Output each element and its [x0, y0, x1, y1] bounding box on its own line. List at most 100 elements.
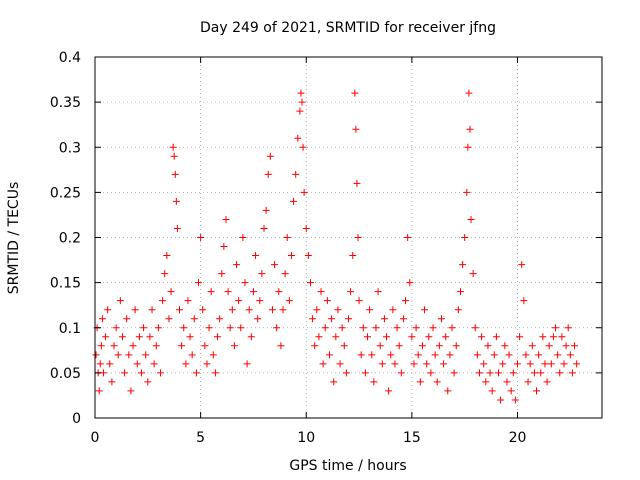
data-point [121, 369, 129, 377]
data-point [298, 98, 306, 106]
data-point [218, 270, 226, 278]
data-point [526, 360, 534, 368]
data-point [466, 125, 474, 133]
data-point [357, 351, 365, 359]
data-point [233, 261, 241, 269]
data-point [511, 396, 519, 404]
data-point [338, 324, 346, 332]
data-point [454, 306, 462, 314]
data-point [169, 143, 177, 151]
data-point [366, 306, 374, 314]
data-point [299, 143, 307, 151]
x-tick-label: 15 [403, 430, 421, 446]
data-point [203, 360, 211, 368]
data-point [311, 342, 319, 350]
data-point [387, 351, 395, 359]
data-point [205, 324, 213, 332]
data-point [560, 360, 568, 368]
data-point [220, 243, 228, 251]
x-tick-label: 10 [297, 430, 315, 446]
data-point [123, 315, 131, 323]
data-point [297, 89, 305, 97]
data-point [345, 315, 352, 323]
data-point [516, 333, 524, 341]
data-point [142, 351, 150, 359]
data-point [530, 369, 538, 377]
data-point [247, 333, 255, 341]
data-point [427, 369, 435, 377]
data-point [482, 378, 490, 386]
data-point [404, 234, 412, 241]
data-point [306, 279, 314, 287]
data-point [459, 261, 467, 269]
data-point [406, 279, 414, 287]
data-point [161, 270, 169, 278]
data-point [342, 369, 350, 377]
data-point [116, 297, 124, 305]
data-point [190, 315, 198, 323]
data-point [549, 333, 557, 341]
data-point [421, 306, 429, 314]
data-point [159, 297, 167, 305]
data-point [328, 315, 336, 323]
data-point [535, 351, 543, 359]
data-point [391, 360, 399, 368]
data-point [446, 351, 454, 359]
data-point [408, 333, 416, 341]
data-points [92, 89, 581, 404]
data-point [448, 324, 456, 332]
data-point [192, 369, 200, 377]
data-point [207, 288, 215, 296]
data-point [435, 342, 443, 350]
data-point [558, 333, 566, 341]
data-point [321, 324, 329, 332]
x-tick-label: 20 [509, 430, 527, 446]
data-point [423, 360, 431, 368]
data-point [539, 333, 547, 341]
data-point [309, 315, 317, 323]
data-point [110, 342, 118, 350]
data-point [239, 234, 247, 241]
data-point [156, 369, 164, 377]
data-point [571, 342, 579, 350]
data-point [383, 333, 391, 341]
data-point [176, 306, 183, 314]
data-point [235, 297, 243, 305]
data-point [271, 261, 279, 269]
y-tick-label: 0.05 [50, 366, 81, 382]
data-point [131, 306, 139, 314]
data-point [317, 288, 325, 296]
data-point [499, 360, 507, 368]
data-point [125, 351, 133, 359]
data-point [332, 333, 340, 341]
y-tick-label: 0.2 [59, 231, 81, 247]
data-point [554, 351, 562, 359]
data-point [541, 360, 549, 368]
data-point [315, 333, 323, 341]
data-point [300, 188, 308, 196]
y-axis-label: SRMTID / TECUs [6, 182, 22, 295]
data-point [533, 387, 541, 395]
data-point [114, 351, 122, 359]
data-point [522, 351, 530, 359]
data-point [475, 369, 483, 377]
data-point [184, 297, 192, 305]
x-axis-label: GPS time / hours [289, 458, 406, 474]
data-point [199, 306, 207, 314]
data-point [429, 324, 437, 332]
chart-title: Day 249 of 2021, SRMTID for receiver jfn… [200, 20, 496, 36]
data-point [368, 351, 376, 359]
data-point [268, 306, 276, 314]
data-point [241, 279, 249, 287]
data-point [444, 387, 452, 395]
data-point [245, 306, 253, 314]
data-point [370, 378, 378, 386]
data-point [137, 369, 145, 377]
data-point [349, 252, 357, 260]
data-point [319, 360, 327, 368]
data-point [514, 360, 521, 368]
data-point [226, 324, 234, 332]
data-point [340, 342, 348, 350]
data-point [494, 369, 502, 377]
